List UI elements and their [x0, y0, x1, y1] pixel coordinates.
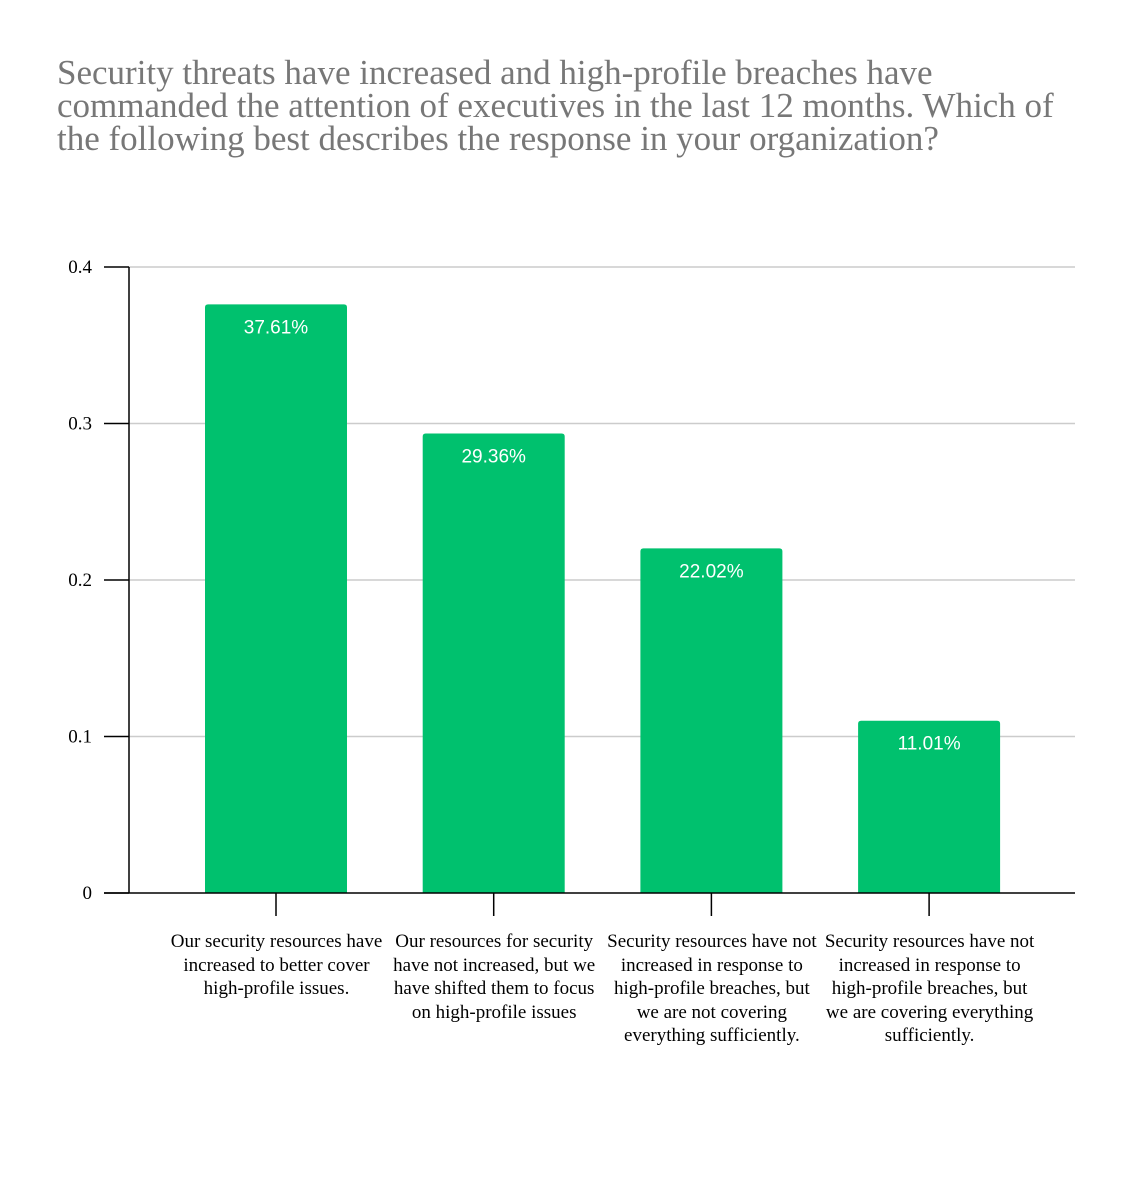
x-tick-label: Our resources for security have not incr… — [393, 931, 596, 1023]
bar — [422, 433, 565, 893]
x-tick-label: Our security resources have increased to… — [170, 931, 383, 999]
bar — [640, 548, 783, 893]
bar — [205, 304, 347, 893]
data-label: 29.36% — [461, 447, 526, 468]
y-tick-label: 0.3 — [68, 414, 92, 435]
data-label: 37.61% — [244, 317, 309, 338]
y-tick-label: 0.2 — [68, 570, 92, 591]
data-label: 22.02% — [679, 561, 744, 582]
y-tick-label: 0.4 — [68, 257, 92, 278]
y-tick-label: 0 — [83, 883, 93, 904]
x-tick-label: Security resources have not increased in… — [824, 931, 1035, 1046]
y-tick-label: 0.1 — [68, 727, 92, 748]
data-label: 11.01% — [898, 734, 961, 755]
x-tick-label: Security resources have not increased in… — [607, 931, 817, 1046]
chart-title: Security threats have increased and high… — [57, 53, 1054, 158]
bar — [858, 720, 1001, 893]
